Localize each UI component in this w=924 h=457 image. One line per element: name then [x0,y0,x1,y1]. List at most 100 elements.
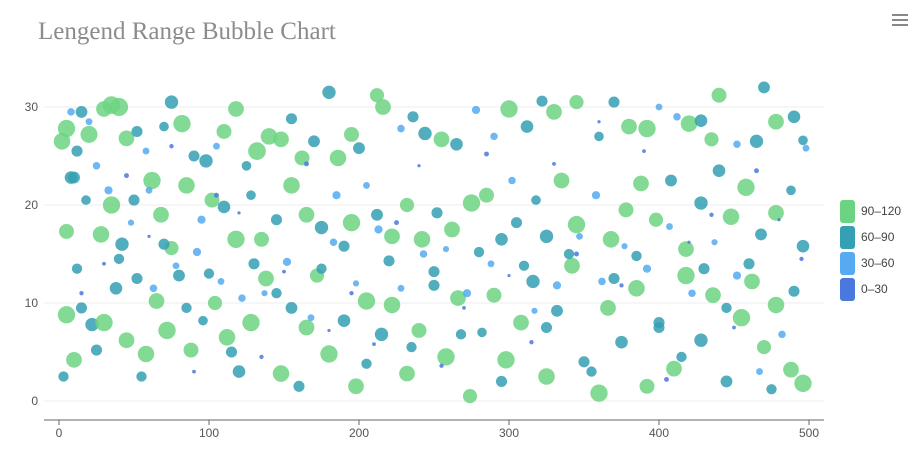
bubble [479,187,494,203]
bubble [329,238,338,246]
menu-icon[interactable] [892,14,908,28]
bubble [694,196,708,210]
bubble [197,215,206,224]
bubble [653,321,665,334]
bubble [551,304,563,317]
bubble [203,268,215,279]
legend-item[interactable]: 90–120 [840,198,901,224]
y-tick-label: 10 [25,296,39,310]
bubble [375,99,391,115]
bubble [85,317,99,332]
bubble [462,389,478,404]
bubble [487,260,495,268]
bubble [462,306,466,310]
bubble [721,302,732,314]
bubble [304,161,309,167]
bubble [442,246,450,253]
bubble [796,239,810,253]
bubble [329,149,347,167]
bubble [407,111,419,123]
bubble [192,369,196,374]
x-tick-label: 100 [199,426,219,440]
bubble [361,358,372,369]
bubble [207,295,223,311]
bubble [462,194,481,212]
bubble [217,200,231,214]
bubble [192,247,202,257]
bubble [58,371,69,382]
bubble [732,325,736,330]
bubble [732,309,751,327]
bubble [57,119,76,138]
bubble [57,306,76,324]
bubble [768,113,784,130]
bubble [327,328,331,333]
bubble [704,132,719,147]
bubble [314,220,329,235]
bubble [428,279,440,291]
y-tick-label: 20 [25,198,39,212]
bubble [778,330,786,339]
bubble [529,340,534,345]
bubble [477,327,487,338]
bubble [142,147,150,155]
bubble [383,296,401,314]
bubble [159,121,169,132]
bubble [342,213,361,232]
bubble [450,290,466,306]
bubble [564,257,580,274]
bubble [631,250,642,262]
bubble [711,87,727,103]
legend-item[interactable]: 0–30 [840,276,901,302]
bubble [608,96,620,108]
bubble [490,132,498,141]
bubble [552,161,556,166]
bubble [563,248,575,260]
legend-item[interactable]: 30–60 [840,250,901,276]
legend-item[interactable]: 60–90 [840,224,901,250]
bubble [608,272,620,285]
bubble [282,269,286,274]
bubble [749,134,764,148]
bubble [124,173,129,179]
bubble [181,302,192,314]
bubble [680,115,698,132]
bubble [737,178,755,197]
bubble [71,263,83,274]
bubble [486,287,502,303]
bubble [552,281,562,290]
bubble [217,278,225,285]
bubble [787,110,801,124]
bubble [153,206,169,223]
bubble [104,186,113,195]
bubble [68,171,80,184]
bubble [766,384,777,395]
bubble [666,223,673,230]
bubble [756,340,772,355]
bubble [602,231,620,248]
bubble [687,240,691,244]
bubble [238,294,246,302]
bubble [218,329,236,346]
bubble [118,332,135,349]
bubble [228,101,244,117]
bubble [308,135,320,148]
bubble [600,300,616,316]
bubble [137,345,155,363]
legend-swatch [840,225,855,249]
bubble [127,219,135,226]
bubble [374,225,383,234]
bubble [273,131,289,148]
bubble [567,215,586,234]
bubble [172,262,180,270]
bubble [102,261,106,266]
bubble [102,196,121,214]
bubble [258,270,274,287]
bubble [598,277,606,286]
bubble [698,263,710,275]
bubble [615,335,628,349]
bubble [158,238,170,250]
bubble [518,260,530,271]
bubble [394,220,399,226]
bubble [526,274,540,289]
